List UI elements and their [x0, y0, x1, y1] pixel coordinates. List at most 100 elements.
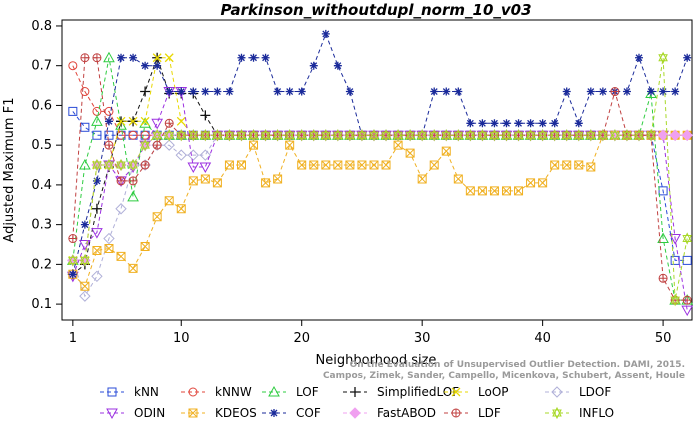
data-point-cof: [538, 119, 547, 128]
data-point-knn: [104, 130, 114, 140]
data-point-kdeos: [526, 178, 536, 188]
data-point-ldf: [683, 296, 692, 305]
data-point-inflo: [357, 131, 367, 142]
data-point-kdeos: [453, 174, 463, 184]
legend-item-knn: kNN: [100, 385, 159, 399]
data-point-inflo: [646, 129, 656, 139]
data-point-simplifiedlof: [140, 86, 151, 97]
legend-label: INFLO: [579, 406, 614, 420]
data-point-cof: [189, 87, 198, 96]
data-point-kdeos: [369, 160, 379, 170]
data-point-kdeos: [429, 160, 439, 170]
data-point-inflo: [345, 131, 355, 142]
data-point-cof: [117, 53, 126, 62]
data-point-kdeos: [104, 243, 114, 253]
y-tick-label: 0.6: [31, 98, 52, 113]
data-point-cof: [153, 61, 162, 70]
data-point-lof: [91, 115, 103, 126]
legend-marker: [268, 385, 280, 397]
legend-label: LDF: [478, 406, 501, 420]
legend-item-simplifiedlof: SimplifiedLOF: [343, 385, 459, 399]
data-point-inflo: [381, 129, 391, 139]
legend-marker: [349, 407, 361, 419]
data-point-kdeos: [273, 174, 283, 184]
data-point-inflo: [513, 131, 524, 142]
series-lof: [66, 51, 694, 305]
data-point-inflo: [200, 129, 211, 139]
y-axis-label: Adjusted Maximum F1: [2, 98, 17, 243]
watermark-line-2: Campos, Zimek, Sander, Campello, Micenko…: [323, 371, 685, 381]
data-point-ldf: [68, 234, 77, 243]
data-point-inflo: [92, 161, 102, 172]
data-point-lof: [115, 119, 127, 130]
data-point-inflo: [284, 131, 295, 142]
legend-marker: [551, 386, 563, 398]
data-point-cof: [659, 87, 668, 96]
series-line-cof: [72, 32, 688, 275]
data-point-loop: [128, 116, 138, 126]
data-point-inflo: [598, 131, 608, 142]
data-point-cof: [647, 87, 656, 96]
data-point-kdeos: [128, 263, 138, 273]
data-point-simplifiedlof: [91, 203, 102, 214]
data-point-inflo: [212, 129, 223, 139]
plot-frame: [61, 19, 693, 321]
data-point-kdeos: [92, 245, 102, 255]
data-point-inflo: [116, 158, 126, 169]
data-point-inflo: [429, 131, 440, 142]
data-point-inflo: [272, 129, 283, 139]
data-point-ldf: [129, 176, 138, 185]
series-fastabod: [67, 129, 693, 267]
data-point-inflo: [212, 131, 223, 142]
data-point-ldf: [682, 295, 692, 305]
data-point-inflo: [164, 131, 175, 142]
data-point-inflo: [296, 131, 307, 142]
data-point-ldof: [163, 139, 175, 151]
data-point-inflo: [80, 254, 90, 264]
data-point-ldf: [104, 140, 114, 150]
data-point-inflo: [634, 131, 644, 142]
data-point-kdeos: [574, 160, 584, 170]
y-tick-label: 0.7: [31, 59, 52, 74]
data-point-inflo: [453, 131, 464, 142]
legend-marker: [451, 408, 461, 418]
data-point-kdeos: [538, 178, 548, 188]
series-line-ldof: [72, 134, 688, 298]
legend-item-ldf: LDF: [444, 406, 501, 420]
data-point-inflo: [417, 129, 427, 139]
data-point-lof: [139, 117, 151, 128]
data-point-inflo: [260, 129, 271, 139]
data-point-inflo: [513, 129, 524, 139]
data-point-inflo: [68, 254, 78, 264]
data-point-kdeos: [176, 204, 186, 214]
data-point-ldof: [79, 290, 91, 302]
data-point-cof: [671, 87, 680, 96]
data-point-ldf: [164, 118, 174, 128]
data-point-cof: [490, 119, 499, 128]
data-point-inflo: [610, 129, 620, 139]
data-point-inflo: [441, 131, 452, 142]
chart-title: Parkinson_withoutdupl_norm_10_v03: [220, 1, 531, 19]
data-point-inflo: [489, 131, 500, 142]
data-point-inflo: [236, 129, 247, 139]
data-point-inflo: [537, 131, 548, 142]
data-point-inflo: [272, 131, 283, 142]
data-point-ldof: [91, 270, 103, 282]
data-point-inflo: [465, 129, 476, 139]
legend-item-ldof: LDOF: [545, 385, 611, 399]
data-point-kdeos: [188, 176, 198, 186]
data-point-kdeos: [381, 160, 391, 170]
data-point-ldf: [92, 53, 101, 62]
x-axis-label: Neighborhood size: [316, 353, 437, 368]
data-point-inflo: [260, 131, 271, 142]
x-tick-label: 50: [655, 331, 672, 346]
data-point-odin: [187, 162, 200, 174]
data-point-ldof: [175, 149, 187, 161]
data-point-cof: [177, 87, 186, 96]
legend-marker: [452, 409, 460, 417]
series-cof: [68, 29, 692, 279]
legend-marker: [350, 387, 360, 397]
data-point-odin: [151, 118, 164, 130]
y-tick-label: 0.1: [31, 297, 52, 312]
data-point-inflo: [573, 129, 584, 139]
